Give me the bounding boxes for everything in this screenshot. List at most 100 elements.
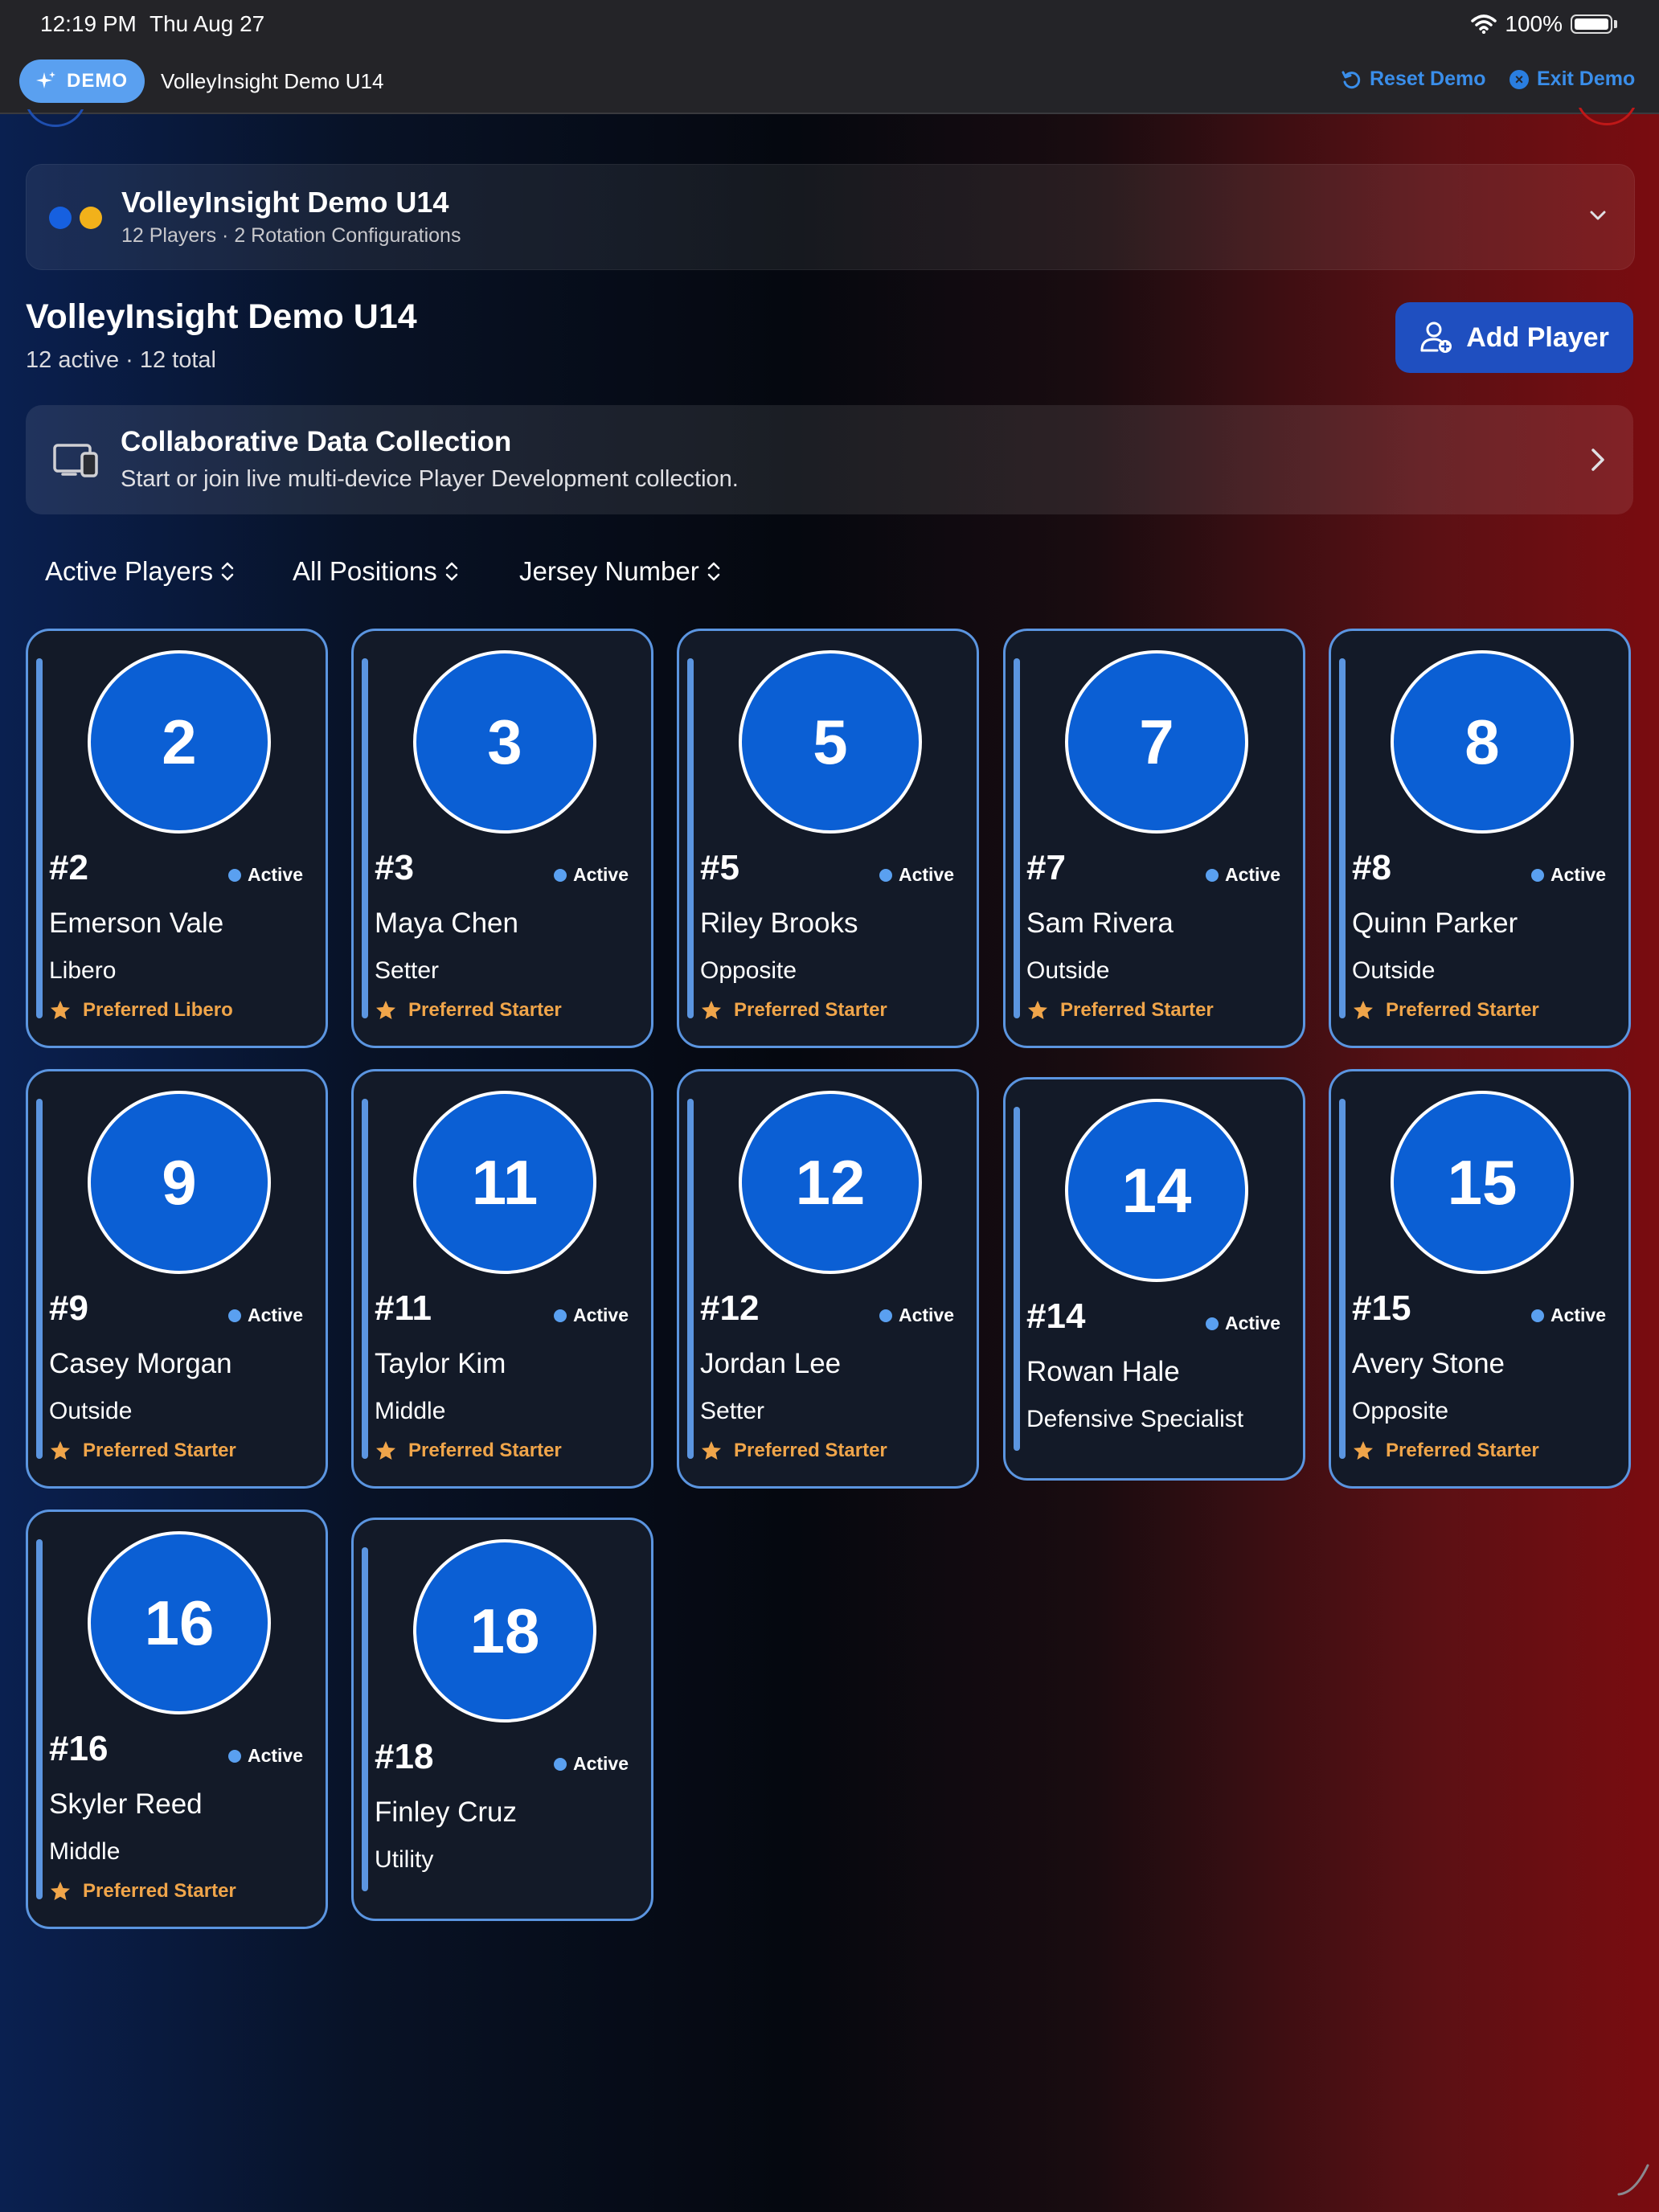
status-badge: Active [1530, 864, 1606, 886]
jersey-number: #12 [700, 1288, 760, 1328]
status-dot-icon [1530, 1309, 1544, 1322]
preferred-label: Preferred Starter [83, 1440, 236, 1461]
resize-handle-icon[interactable] [1616, 2162, 1651, 2198]
reset-demo-button[interactable]: Reset Demo [1341, 68, 1486, 91]
star-icon [375, 1440, 397, 1462]
preferred-label: Preferred Starter [408, 1440, 562, 1461]
collab-subtitle: Start or join live multi-device Player D… [121, 466, 739, 492]
collab-data-banner[interactable]: Collaborative Data Collection Start or j… [26, 405, 1633, 514]
player-card[interactable]: 18 #18 Active Finley Cruz Utility [351, 1518, 653, 1921]
position-filter-label: All Positions [293, 556, 437, 586]
jersey-avatar: 7 [1065, 650, 1248, 834]
preferred-label: Preferred Starter [1060, 999, 1214, 1021]
jersey-avatar: 8 [1391, 650, 1574, 834]
chevron-up-down-icon [445, 562, 457, 581]
status-label: Active [1224, 864, 1280, 885]
player-name: Finley Cruz [375, 1796, 517, 1828]
jersey-number: #3 [375, 848, 414, 887]
jersey-avatar: 15 [1391, 1091, 1574, 1274]
player-position: Outside [1026, 957, 1110, 984]
jersey-number: #2 [49, 848, 88, 887]
position-filter[interactable]: All Positions [293, 556, 460, 587]
player-position: Setter [700, 1398, 765, 1424]
status-badge: Active [553, 1305, 629, 1326]
status-dot-icon [1530, 868, 1544, 882]
status-label: Active [1550, 1305, 1606, 1325]
card-accent-bar [362, 1547, 368, 1891]
preferred-label: Preferred Starter [734, 1440, 887, 1461]
demo-badge-label: DEMO [67, 70, 128, 92]
demo-team-title: VolleyInsight Demo U14 [161, 69, 384, 93]
player-name: Emerson Vale [49, 907, 224, 939]
jersey-avatar: 16 [88, 1531, 271, 1714]
player-name: Jordan Lee [700, 1348, 842, 1379]
exit-demo-button[interactable]: × Exit Demo [1509, 68, 1635, 91]
chevron-down-icon [1590, 211, 1606, 220]
player-card[interactable]: 5 #5 Active Riley Brooks Opposite Preferred S… [677, 629, 979, 1048]
jersey-number: #7 [1026, 848, 1066, 887]
jersey-avatar: 12 [739, 1091, 922, 1274]
battery-percent: 100% [1505, 11, 1563, 36]
status-dot-icon [553, 1757, 567, 1771]
status-badge: Active [553, 1753, 629, 1775]
player-card[interactable]: 11 #11 Active Taylor Kim Middle Preferred Sta… [351, 1069, 653, 1489]
player-card[interactable]: 8 #8 Active Quinn Parker Outside Preferred St… [1329, 629, 1631, 1048]
player-card[interactable]: 2 #2 Active Emerson Vale Libero Preferred Lib… [26, 629, 328, 1048]
jersey-number: #14 [1026, 1296, 1086, 1336]
player-name: Quinn Parker [1352, 907, 1518, 939]
player-position: Utility [375, 1846, 434, 1873]
status-badge: Active [1205, 864, 1280, 886]
player-position: Libero [49, 957, 117, 984]
player-card[interactable]: 7 #7 Active Sam Rivera Outside Preferred Star… [1003, 629, 1305, 1048]
player-position: Defensive Specialist [1026, 1406, 1244, 1432]
sort-filter[interactable]: Jersey Number [519, 556, 722, 587]
player-card[interactable]: 9 #9 Active Casey Morgan Outside Preferred St… [26, 1069, 328, 1489]
status-badge: Active [879, 864, 954, 886]
player-position: Opposite [700, 957, 797, 984]
roster-count: 12 active · 12 total [26, 347, 216, 373]
card-accent-bar [36, 1099, 43, 1459]
status-badge: Active [1530, 1305, 1606, 1326]
status-badge: Active [553, 864, 629, 886]
status-dot-icon [227, 1749, 241, 1763]
team-selector[interactable]: VolleyInsight Demo U14 12 Players · 2 Ro… [26, 164, 1635, 270]
jersey-number: #18 [375, 1737, 434, 1776]
preferred-badge: Preferred Starter [375, 999, 562, 1022]
player-name: Taylor Kim [375, 1348, 506, 1379]
card-accent-bar [687, 658, 694, 1018]
player-name: Riley Brooks [700, 907, 858, 939]
status-dot-icon [1205, 1317, 1219, 1330]
player-card[interactable]: 14 #14 Active Rowan Hale Defensive Specialis… [1003, 1077, 1305, 1481]
chevron-right-icon [1591, 449, 1604, 471]
preferred-badge: Preferred Starter [49, 1880, 236, 1903]
player-card[interactable]: 3 #3 Active Maya Chen Setter Preferred Starte… [351, 629, 653, 1048]
demo-badge[interactable]: DEMO [19, 59, 145, 103]
status-badge: Active [227, 1745, 303, 1767]
star-icon [1026, 999, 1049, 1022]
card-accent-bar [362, 658, 368, 1018]
player-card[interactable]: 12 #12 Active Jordan Lee Setter Preferred Sta… [677, 1069, 979, 1489]
status-label: Active [898, 864, 954, 885]
star-icon [1352, 999, 1374, 1022]
jersey-number: #5 [700, 848, 739, 887]
status-filter[interactable]: Active Players [45, 556, 236, 587]
status-label: Active [247, 1745, 303, 1766]
add-player-button[interactable]: Add Player [1395, 302, 1633, 373]
status-label: Active [247, 864, 303, 885]
status-dot-icon [227, 868, 241, 882]
player-name: Skyler Reed [49, 1788, 203, 1820]
jersey-avatar: 9 [88, 1091, 271, 1274]
star-icon [1352, 1440, 1374, 1462]
player-card[interactable]: 15 #15 Active Avery Stone Opposite Preferred … [1329, 1069, 1631, 1489]
player-position: Opposite [1352, 1398, 1449, 1424]
star-icon [375, 999, 397, 1022]
preferred-label: Preferred Starter [1386, 999, 1539, 1021]
card-accent-bar [36, 658, 43, 1018]
jersey-number: #16 [49, 1729, 109, 1768]
player-position: Setter [375, 957, 440, 984]
player-card[interactable]: 16 #16 Active Skyler Reed Middle Preferred St… [26, 1509, 328, 1929]
preferred-label: Preferred Starter [1386, 1440, 1539, 1461]
status-label: Active [572, 864, 629, 885]
player-name: Avery Stone [1352, 1348, 1505, 1379]
page-title: VolleyInsight Demo U14 [26, 297, 417, 336]
